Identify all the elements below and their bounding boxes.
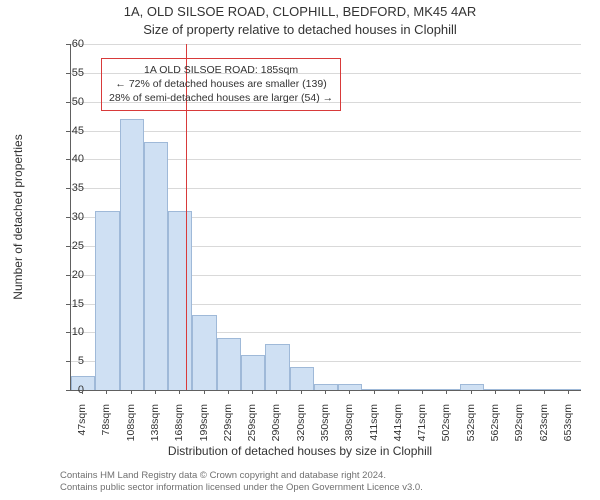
x-tick-mark <box>252 390 253 394</box>
y-tick-mark <box>66 102 70 103</box>
y-tick-mark <box>66 275 70 276</box>
y-tick-mark <box>66 304 70 305</box>
x-tick-mark <box>349 390 350 394</box>
x-tick-label: 229sqm <box>222 404 234 452</box>
x-tick-label: 259sqm <box>246 404 258 452</box>
x-tick-mark <box>325 390 326 394</box>
x-tick-mark <box>422 390 423 394</box>
x-tick-mark <box>519 390 520 394</box>
histogram-bar <box>387 389 411 390</box>
footer-line-2: Contains public sector information licen… <box>60 482 423 494</box>
x-tick-mark <box>568 390 569 394</box>
annotation-line: ← 72% of detached houses are smaller (13… <box>109 77 333 91</box>
y-tick-mark <box>66 159 70 160</box>
gridline-h <box>71 131 581 132</box>
histogram-bar <box>460 384 484 390</box>
histogram-bar <box>532 389 556 390</box>
annotation-line: 1A OLD SILSOE ROAD: 185sqm <box>109 63 333 77</box>
histogram-bar <box>411 389 435 390</box>
histogram-bar <box>508 389 532 390</box>
y-tick-label: 15 <box>44 298 84 310</box>
x-tick-label: 108sqm <box>125 404 137 452</box>
y-tick-label: 0 <box>44 384 84 396</box>
x-tick-label: 168sqm <box>173 404 185 452</box>
y-tick-label: 45 <box>44 125 84 137</box>
x-tick-label: 471sqm <box>416 404 428 452</box>
y-tick-mark <box>66 246 70 247</box>
x-tick-mark <box>544 390 545 394</box>
histogram-bar <box>120 119 144 390</box>
y-tick-mark <box>66 73 70 74</box>
y-tick-label: 35 <box>44 182 84 194</box>
x-tick-mark <box>446 390 447 394</box>
y-tick-label: 60 <box>44 38 84 50</box>
annotation-line: 28% of semi-detached houses are larger (… <box>109 91 333 105</box>
x-tick-label: 441sqm <box>392 404 404 452</box>
y-axis-title: Number of detached properties <box>11 134 25 299</box>
x-tick-mark <box>471 390 472 394</box>
chart-subtitle: Size of property relative to detached ho… <box>0 22 600 37</box>
x-tick-label: 380sqm <box>343 404 355 452</box>
x-tick-label: 290sqm <box>270 404 282 452</box>
x-tick-mark <box>495 390 496 394</box>
y-tick-mark <box>66 44 70 45</box>
y-tick-label: 20 <box>44 269 84 281</box>
histogram-bar <box>338 384 362 390</box>
x-tick-label: 562sqm <box>489 404 501 452</box>
y-tick-label: 5 <box>44 355 84 367</box>
x-tick-label: 502sqm <box>440 404 452 452</box>
y-tick-mark <box>66 188 70 189</box>
y-tick-mark <box>66 131 70 132</box>
histogram-bar <box>168 211 192 390</box>
x-tick-label: 532sqm <box>465 404 477 452</box>
x-tick-mark <box>398 390 399 394</box>
y-tick-label: 40 <box>44 153 84 165</box>
x-tick-mark <box>374 390 375 394</box>
footer-attribution: Contains HM Land Registry data © Crown c… <box>60 470 423 494</box>
y-tick-mark <box>66 390 70 391</box>
x-tick-mark <box>276 390 277 394</box>
histogram-bar <box>241 355 265 390</box>
x-tick-label: 653sqm <box>562 404 574 452</box>
histogram-bar <box>557 389 581 390</box>
y-tick-mark <box>66 361 70 362</box>
x-tick-mark <box>228 390 229 394</box>
x-tick-mark <box>131 390 132 394</box>
histogram-bar <box>362 389 386 390</box>
y-tick-mark <box>66 217 70 218</box>
x-tick-label: 78sqm <box>100 404 112 452</box>
x-tick-mark <box>106 390 107 394</box>
x-tick-mark <box>301 390 302 394</box>
histogram-bar <box>290 367 314 390</box>
histogram-bar <box>144 142 168 390</box>
y-tick-label: 55 <box>44 67 84 79</box>
y-tick-mark <box>66 332 70 333</box>
histogram-bar <box>435 389 459 390</box>
histogram-bar <box>192 315 216 390</box>
x-tick-label: 411sqm <box>368 404 380 452</box>
histogram-bar <box>95 211 119 390</box>
histogram-bar <box>217 338 241 390</box>
plot-area: 1A OLD SILSOE ROAD: 185sqm← 72% of detac… <box>70 44 581 391</box>
x-tick-label: 320sqm <box>295 404 307 452</box>
x-tick-label: 199sqm <box>198 404 210 452</box>
x-tick-label: 138sqm <box>149 404 161 452</box>
x-tick-mark <box>155 390 156 394</box>
footer-line-1: Contains HM Land Registry data © Crown c… <box>60 470 423 482</box>
x-tick-label: 350sqm <box>319 404 331 452</box>
x-tick-label: 623sqm <box>538 404 550 452</box>
annotation-callout: 1A OLD SILSOE ROAD: 185sqm← 72% of detac… <box>101 58 341 111</box>
x-tick-label: 47sqm <box>76 404 88 452</box>
y-tick-label: 10 <box>44 326 84 338</box>
histogram-bar <box>265 344 289 390</box>
x-tick-label: 592sqm <box>513 404 525 452</box>
x-tick-mark <box>204 390 205 394</box>
chart-title: 1A, OLD SILSOE ROAD, CLOPHILL, BEDFORD, … <box>0 4 600 19</box>
y-tick-label: 25 <box>44 240 84 252</box>
x-tick-mark <box>179 390 180 394</box>
y-tick-label: 30 <box>44 211 84 223</box>
y-tick-label: 50 <box>44 96 84 108</box>
x-tick-mark <box>82 390 83 394</box>
gridline-h <box>71 44 581 45</box>
